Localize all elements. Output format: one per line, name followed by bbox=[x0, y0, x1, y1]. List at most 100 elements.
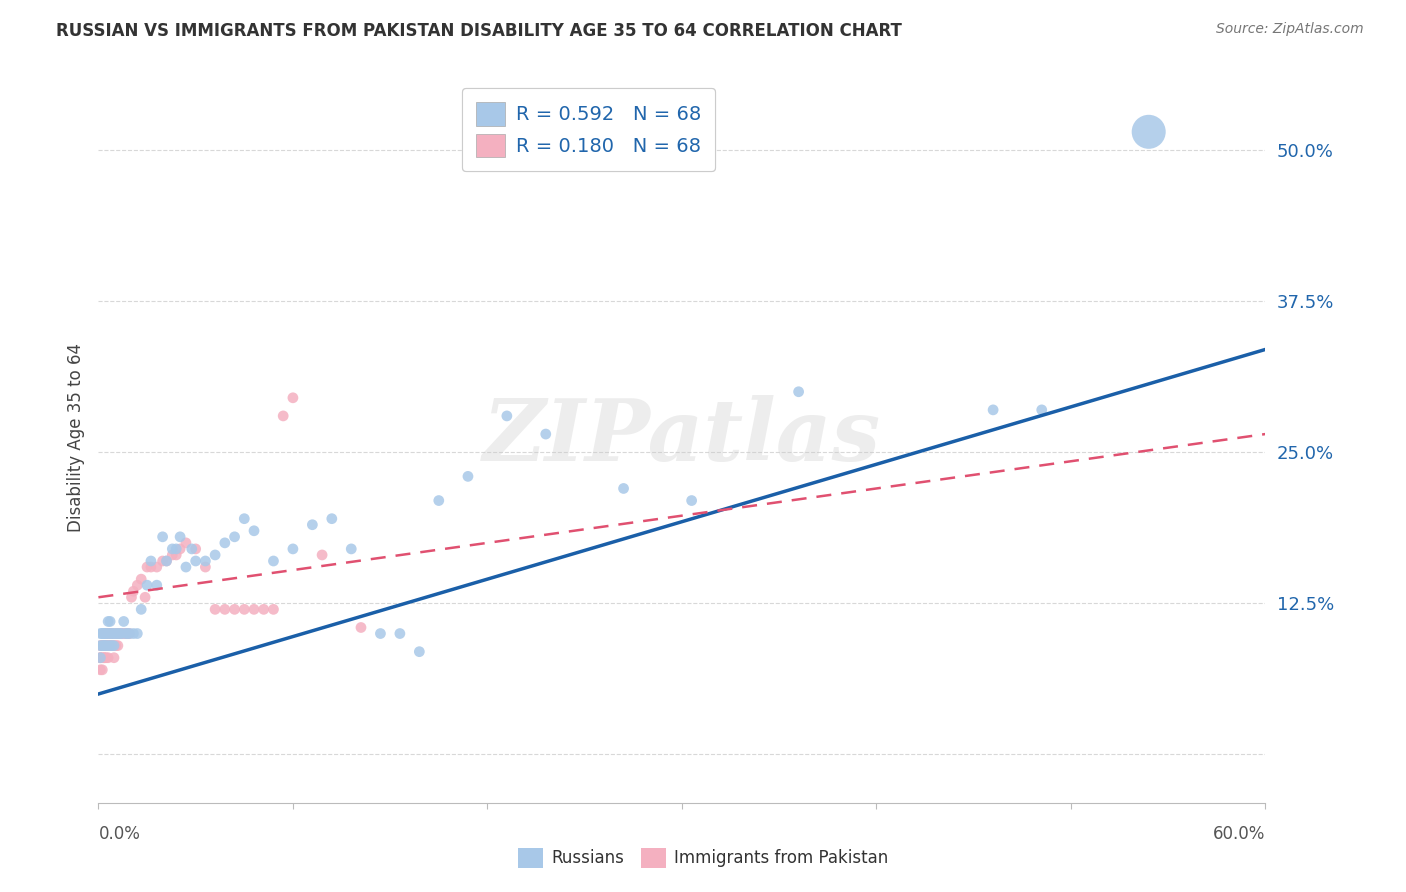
Point bbox=[97, 626, 120, 640]
Point bbox=[139, 554, 162, 568]
Point bbox=[96, 639, 118, 653]
Point bbox=[98, 615, 121, 629]
Point bbox=[97, 626, 120, 640]
Point bbox=[91, 650, 114, 665]
Point bbox=[301, 517, 323, 532]
Point bbox=[97, 639, 120, 653]
Point bbox=[91, 626, 114, 640]
Point bbox=[111, 626, 134, 640]
Point bbox=[93, 639, 115, 653]
Point bbox=[262, 554, 284, 568]
Point bbox=[112, 626, 135, 640]
Point bbox=[122, 584, 145, 599]
Point bbox=[253, 602, 276, 616]
Point bbox=[155, 554, 177, 568]
Point bbox=[152, 554, 174, 568]
Point bbox=[93, 650, 115, 665]
Point bbox=[89, 650, 111, 665]
Point bbox=[93, 639, 115, 653]
Point bbox=[98, 639, 121, 653]
Point bbox=[243, 602, 266, 616]
Text: 0.0%: 0.0% bbox=[98, 824, 141, 843]
Point bbox=[101, 626, 124, 640]
Point bbox=[408, 645, 430, 659]
Point bbox=[204, 602, 226, 616]
Point bbox=[180, 541, 202, 556]
Point bbox=[457, 469, 479, 483]
Point bbox=[224, 530, 246, 544]
Point bbox=[89, 639, 111, 653]
Point bbox=[101, 639, 124, 653]
Point bbox=[98, 639, 121, 653]
Point bbox=[174, 560, 197, 574]
Point bbox=[103, 650, 125, 665]
Text: RUSSIAN VS IMMIGRANTS FROM PAKISTAN DISABILITY AGE 35 TO 64 CORRELATION CHART: RUSSIAN VS IMMIGRANTS FROM PAKISTAN DISA… bbox=[56, 22, 903, 40]
Point bbox=[91, 663, 114, 677]
Point bbox=[111, 626, 134, 640]
Point bbox=[101, 626, 124, 640]
Point bbox=[194, 554, 217, 568]
Point bbox=[233, 511, 256, 525]
Point bbox=[93, 626, 115, 640]
Point bbox=[1031, 403, 1053, 417]
Point bbox=[97, 615, 120, 629]
Point bbox=[184, 554, 207, 568]
Point bbox=[321, 511, 343, 525]
Point bbox=[89, 650, 111, 665]
Text: ZIPatlas: ZIPatlas bbox=[482, 395, 882, 479]
Point bbox=[93, 626, 115, 640]
Point bbox=[169, 541, 191, 556]
Point bbox=[104, 626, 127, 640]
Point bbox=[121, 591, 143, 605]
Point bbox=[787, 384, 810, 399]
Text: 60.0%: 60.0% bbox=[1213, 824, 1265, 843]
Point bbox=[169, 530, 191, 544]
Point bbox=[340, 541, 363, 556]
Legend: R = 0.592   N = 68, R = 0.180   N = 68: R = 0.592 N = 68, R = 0.180 N = 68 bbox=[463, 88, 716, 171]
Point bbox=[89, 663, 111, 677]
Point bbox=[136, 578, 159, 592]
Point bbox=[91, 639, 114, 653]
Point bbox=[224, 602, 246, 616]
Point bbox=[127, 626, 149, 640]
Point bbox=[165, 541, 187, 556]
Point bbox=[93, 639, 115, 653]
Point bbox=[162, 548, 184, 562]
Point bbox=[96, 639, 118, 653]
Point bbox=[162, 541, 184, 556]
Point bbox=[155, 554, 177, 568]
Point bbox=[103, 626, 125, 640]
Point bbox=[103, 639, 125, 653]
Point bbox=[271, 409, 294, 423]
Point bbox=[97, 626, 120, 640]
Point bbox=[103, 639, 125, 653]
Point bbox=[96, 626, 118, 640]
Point bbox=[97, 650, 120, 665]
Point bbox=[112, 615, 135, 629]
Point bbox=[174, 536, 197, 550]
Point bbox=[118, 626, 141, 640]
Point bbox=[91, 639, 114, 653]
Point bbox=[370, 626, 392, 640]
Point bbox=[89, 650, 111, 665]
Point bbox=[1137, 125, 1160, 139]
Point bbox=[97, 639, 120, 653]
Point bbox=[107, 626, 129, 640]
Point bbox=[139, 560, 162, 574]
Point bbox=[281, 391, 304, 405]
Point bbox=[311, 548, 333, 562]
Point bbox=[146, 578, 169, 592]
Point bbox=[98, 626, 121, 640]
Point bbox=[117, 626, 139, 640]
Point bbox=[165, 548, 187, 562]
Point bbox=[233, 602, 256, 616]
Point bbox=[91, 639, 114, 653]
Point bbox=[96, 626, 118, 640]
Point bbox=[388, 626, 411, 640]
Text: Source: ZipAtlas.com: Source: ZipAtlas.com bbox=[1216, 22, 1364, 37]
Point bbox=[129, 572, 152, 586]
Point bbox=[136, 560, 159, 574]
Point bbox=[281, 541, 304, 556]
Point bbox=[101, 626, 124, 640]
Point bbox=[118, 626, 141, 640]
